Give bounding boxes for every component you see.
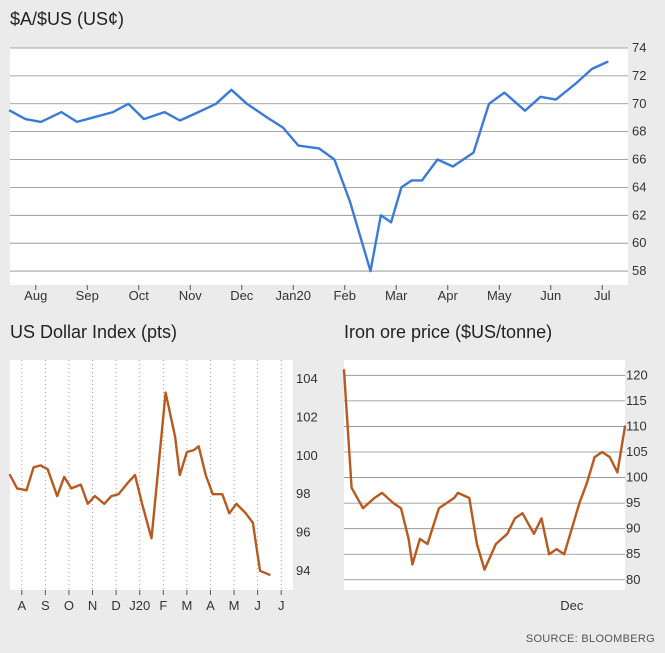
x-tick-label-0-10: Jun <box>540 288 561 303</box>
x-tick-label-1-10: J <box>254 598 261 613</box>
x-tick-label-0-8: Apr <box>438 288 459 303</box>
y-tick-label-2-2: 90 <box>626 521 640 536</box>
y-tick-label-1-4: 102 <box>296 410 318 425</box>
x-tick-label-0-5: Jan20 <box>276 288 311 303</box>
x-tick-label-0-9: May <box>487 288 512 303</box>
y-tick-label-1-0: 94 <box>296 563 310 578</box>
y-tick-label-0-1: 60 <box>632 235 646 250</box>
x-tick-label-1-7: M <box>181 598 192 613</box>
y-tick-label-2-7: 115 <box>626 393 647 408</box>
y-tick-label-2-6: 110 <box>626 418 647 433</box>
y-tick-label-0-6: 70 <box>632 96 646 111</box>
y-tick-label-2-8: 120 <box>626 367 648 382</box>
y-tick-label-2-4: 100 <box>626 470 648 485</box>
chart2-title: US Dollar Index (pts) <box>10 322 178 342</box>
x-tick-label-1-11: J <box>278 598 285 613</box>
x-tick-label-1-6: F <box>159 598 167 613</box>
x-tick-label-0-6: Feb <box>334 288 356 303</box>
x-tick-label-1-1: S <box>41 598 50 613</box>
x-tick-label-1-4: D <box>111 598 120 613</box>
y-tick-label-0-2: 62 <box>632 207 646 222</box>
y-tick-label-0-4: 66 <box>632 152 646 167</box>
x-tick-label-1-5: J20 <box>129 598 150 613</box>
x-tick-label-1-2: O <box>64 598 74 613</box>
x-tick-label-1-9: M <box>229 598 240 613</box>
x-tick-label-0-3: Nov <box>179 288 203 303</box>
y-tick-label-2-0: 80 <box>626 572 640 587</box>
x-tick-label-0-11: Jul <box>594 288 611 303</box>
x-tick-label-0-2: Oct <box>129 288 150 303</box>
y-tick-label-1-5: 104 <box>296 371 318 386</box>
y-tick-label-1-3: 100 <box>296 448 318 463</box>
x-tick-label-1-8: A <box>206 598 215 613</box>
y-tick-label-1-2: 98 <box>296 486 310 501</box>
y-tick-label-2-3: 95 <box>626 495 640 510</box>
source-note: SOURCE: BLOOMBERG <box>525 633 655 645</box>
y-tick-label-0-0: 58 <box>632 263 646 278</box>
y-tick-label-0-8: 74 <box>632 40 646 55</box>
x-tick-label-1-0: A <box>17 598 26 613</box>
x-tick-label-0-1: Sep <box>76 288 99 303</box>
y-tick-label-0-5: 68 <box>632 124 646 139</box>
plot-area-2 <box>344 360 625 590</box>
y-tick-label-2-1: 85 <box>626 546 640 561</box>
chart3-title: Iron ore price ($US/tonne) <box>344 322 553 342</box>
series-line-0 <box>8 60 609 273</box>
plot-area-1 <box>10 360 293 590</box>
x-tick-label-1-3: N <box>88 598 97 613</box>
series-line-2 <box>342 369 627 571</box>
y-tick-label-2-5: 105 <box>626 444 648 459</box>
y-tick-label-1-1: 96 <box>296 525 310 540</box>
chart1-title: $A/$US (US¢) <box>10 9 125 29</box>
series-line-1 <box>8 391 271 576</box>
x-tick-label-2-0: Dec <box>560 598 584 613</box>
y-tick-label-0-3: 64 <box>632 179 646 194</box>
plot-area-0 <box>10 48 628 285</box>
x-tick-label-0-0: Aug <box>24 288 47 303</box>
x-tick-label-0-7: Mar <box>385 288 408 303</box>
x-tick-label-0-4: Dec <box>230 288 254 303</box>
y-tick-label-0-7: 72 <box>632 68 646 83</box>
